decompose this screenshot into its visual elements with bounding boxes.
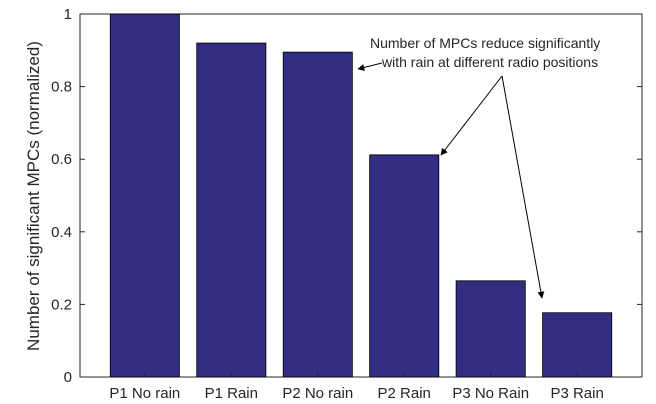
y-tick-label-0: 0 (64, 369, 72, 386)
x-tick-label-0: P1 No rain (109, 385, 180, 402)
bar-2 (282, 51, 353, 378)
x-tick-label-5: P3 Rain (550, 385, 603, 402)
bar-0 (109, 13, 180, 378)
y-tick-label-5: 1 (64, 6, 72, 23)
annotation-arrow-1 (357, 62, 383, 71)
bar-4 (455, 280, 526, 378)
y-tick-label-2: 0.4 (51, 224, 72, 241)
x-tick-label-1: P1 Rain (205, 385, 258, 402)
bar-5 (542, 312, 613, 378)
annotation-arrow-2 (440, 75, 503, 156)
annotation-line-1: Number of MPCs reduce significantly (370, 35, 600, 51)
y-axis-label: Number of significant MPCs (normalized) (24, 41, 43, 351)
bars-group (109, 13, 613, 378)
x-tick-label-3: P2 Rain (378, 385, 431, 402)
y-axis-ticks: 0 0.2 0.4 0.6 0.8 1 (51, 6, 642, 386)
annotation-arrow-3 (501, 75, 545, 299)
y-tick-label-1: 0.2 (51, 296, 72, 313)
x-tick-label-4: P3 No Rain (452, 385, 529, 402)
x-axis-ticks: P1 No rain P1 Rain P2 No rain P2 Rain P3 No … (109, 372, 604, 402)
bar-1 (196, 42, 267, 378)
y-tick-label-4: 0.8 (51, 79, 72, 96)
x-tick-label-2: P2 No rain (282, 385, 353, 402)
y-tick-label-3: 0.6 (51, 151, 72, 168)
bar-3 (369, 154, 440, 378)
annotation: Number of MPCs reduce significantly with… (357, 35, 600, 299)
annotation-line-2: with rain at different radio positions (381, 54, 598, 70)
